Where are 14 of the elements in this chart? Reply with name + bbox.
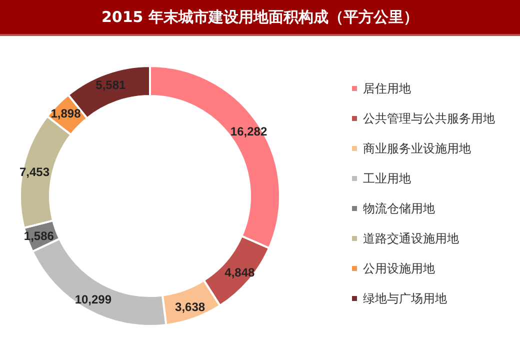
legend-label: 工业用地 — [363, 172, 411, 186]
legend-label: 物流仓储用地 — [363, 202, 435, 216]
legend-label: 绿地与广场用地 — [363, 292, 447, 306]
data-label: 4,848 — [224, 266, 256, 280]
legend-label: 公用设施用地 — [363, 262, 435, 276]
legend-label: 公共管理与公共服务用地 — [363, 112, 495, 126]
data-label: 3,638 — [175, 300, 206, 314]
chart-title: 2015 年末城市建设用地面积构成（平方公里） — [0, 0, 520, 36]
legend-label: 道路交通设施用地 — [363, 232, 459, 246]
data-label: 10,299 — [74, 292, 112, 306]
data-label: 1,898 — [50, 106, 82, 120]
legend-label: 商业服务业设施用地 — [363, 142, 471, 156]
data-label: 5,581 — [96, 78, 126, 92]
legend-label: 居住用地 — [363, 82, 411, 96]
